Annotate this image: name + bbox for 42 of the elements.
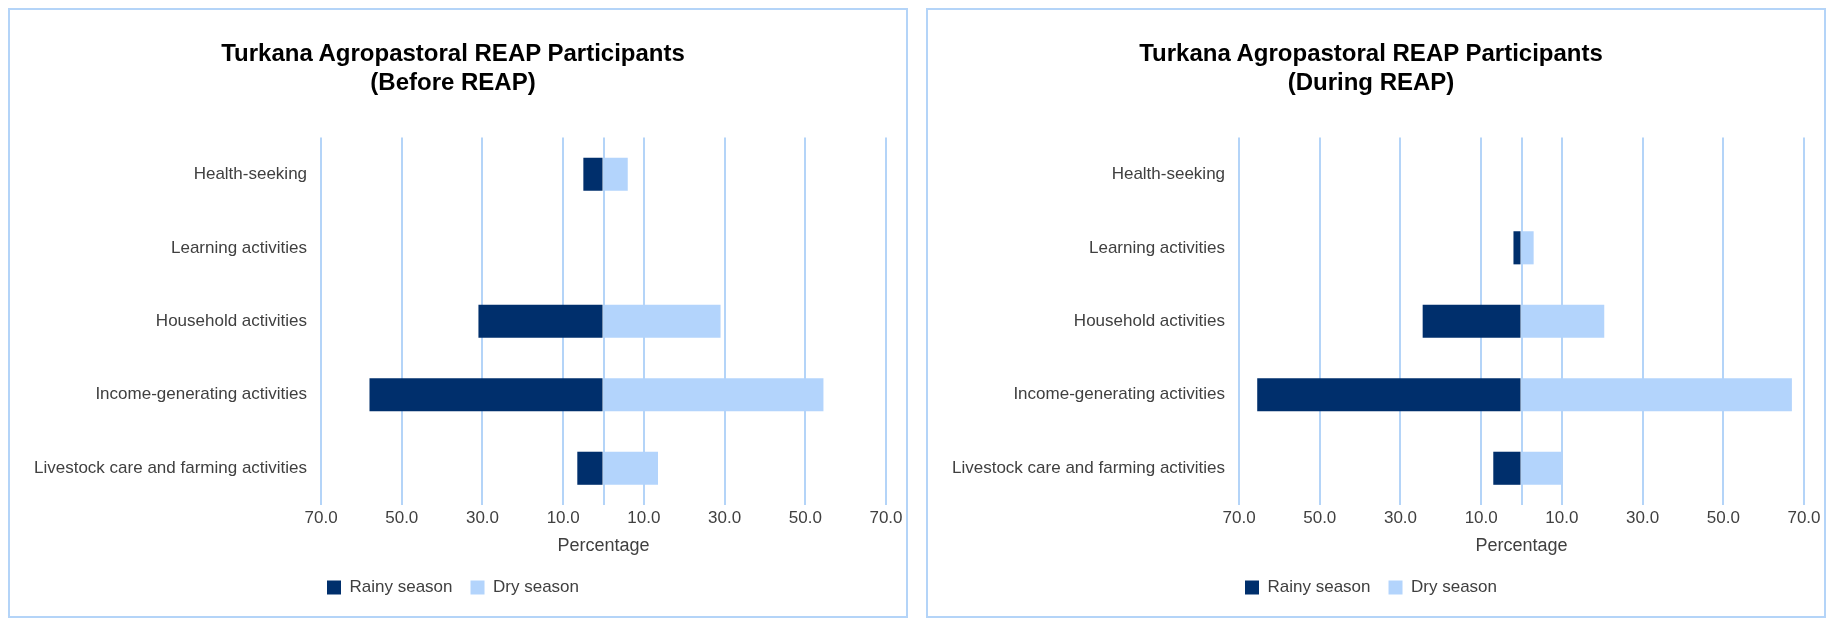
bar bbox=[583, 157, 603, 191]
y-tick-label: Income-generating activities bbox=[1013, 384, 1226, 404]
x-tick-label: 50.0 bbox=[1706, 507, 1740, 527]
y-tick-label: Livestock care and farming activities bbox=[34, 457, 308, 477]
bar bbox=[1493, 451, 1521, 485]
bar bbox=[1422, 304, 1521, 338]
bar bbox=[478, 304, 603, 338]
y-tick-label: Livestock care and farming activities bbox=[952, 457, 1226, 477]
bar bbox=[1257, 378, 1521, 412]
x-tick-label: 70.0 bbox=[304, 507, 338, 527]
x-tick-label: 10.0 bbox=[627, 507, 661, 527]
x-tick-label: 50.0 bbox=[1303, 507, 1337, 527]
x-tick-label: 10.0 bbox=[1464, 507, 1498, 527]
chart-title: Turkana Agropastoral REAP Participants (During REAP) bbox=[1139, 39, 1603, 95]
y-tick-label: Income-generating activities bbox=[95, 384, 308, 404]
x-tick-label: 70.0 bbox=[869, 507, 903, 527]
y-tick-label: Learning activities bbox=[170, 237, 308, 257]
y-tick-label: Learning activities bbox=[1088, 237, 1226, 257]
x-tick-label: 50.0 bbox=[385, 507, 419, 527]
x-tick-label: 30.0 bbox=[1383, 507, 1418, 527]
bar bbox=[577, 451, 603, 485]
x-axis-title: Percentage bbox=[1475, 535, 1568, 556]
x-axis-title: Percentage bbox=[557, 535, 650, 556]
x-tick-label: 70.0 bbox=[1222, 507, 1256, 527]
x-tick-label: 70.0 bbox=[1787, 507, 1821, 527]
y-tick-label: Household activities bbox=[1073, 310, 1226, 330]
x-tick-label: 30.0 bbox=[465, 507, 500, 527]
x-tick-label: 50.0 bbox=[788, 507, 822, 527]
legend-label: Rainy season bbox=[349, 577, 453, 597]
x-tick-label: 30.0 bbox=[708, 507, 742, 527]
y-tick-label: Household activities bbox=[155, 310, 308, 330]
legend-label: Dry season bbox=[493, 577, 579, 597]
chart-title: Turkana Agropastoral REAP Participants (Before REAP) bbox=[221, 39, 685, 95]
y-tick-label: Health-seeking bbox=[1111, 164, 1226, 184]
x-tick-label: 10.0 bbox=[1545, 507, 1579, 527]
bar bbox=[1513, 231, 1521, 265]
x-tick-label: 30.0 bbox=[1626, 507, 1660, 527]
y-tick-label: Health-seeking bbox=[193, 164, 308, 184]
legend-label: Rainy season bbox=[1267, 577, 1371, 597]
bar bbox=[369, 378, 603, 412]
x-tick-label: 10.0 bbox=[546, 507, 580, 527]
legend-label: Dry season bbox=[1411, 577, 1497, 597]
